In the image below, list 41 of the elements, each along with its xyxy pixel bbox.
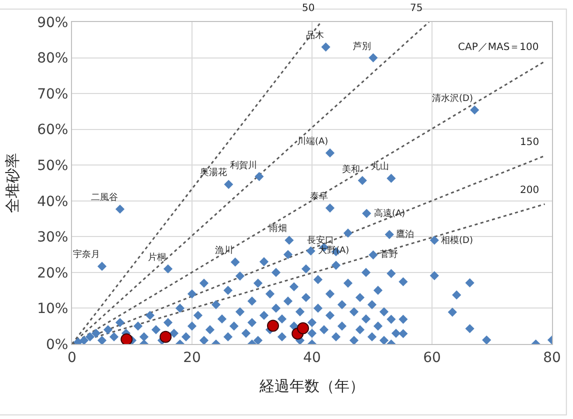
annotation: 丸山 xyxy=(371,161,389,172)
series-label: 200 xyxy=(520,185,540,196)
annotation: 高遠(A) xyxy=(374,208,406,219)
series-label: 150 xyxy=(520,137,540,148)
y-tick-label: 90% xyxy=(37,14,68,31)
annotation: 清水沢(D) xyxy=(432,93,473,104)
annotation: 宇奈月 xyxy=(73,249,100,260)
annotation: 二風谷 xyxy=(91,192,118,203)
y-tick-label: 80% xyxy=(37,50,68,67)
annotation: 相模(D) xyxy=(441,235,473,246)
series-label: 50 xyxy=(302,3,315,14)
y-tick-label: 60% xyxy=(37,122,68,138)
y-tick-label: 40% xyxy=(37,194,68,210)
x-axis-title: 経過年数（年） xyxy=(258,376,364,395)
y-tick-label: 20% xyxy=(37,265,68,282)
y-tick-label: 50% xyxy=(37,158,68,174)
y-axis-title: 全堆砂率 xyxy=(3,153,22,213)
annotation: 長安口 xyxy=(307,235,334,246)
annotation: 川端(A) xyxy=(297,136,328,147)
annotation: 菅野 xyxy=(380,249,398,260)
y-tick-label: 10% xyxy=(37,301,68,318)
annotation: 利賀川 xyxy=(230,160,257,171)
annotation: 品木 xyxy=(306,30,324,41)
x-tick-label: 40 xyxy=(303,350,321,366)
series-label: CAP／MAS＝100 xyxy=(458,42,539,53)
annotation: 片桐 xyxy=(148,252,166,263)
annotation: 美和 xyxy=(342,164,360,175)
x-tick-label: 20 xyxy=(183,350,201,366)
x-tick-label: 0 xyxy=(68,350,76,366)
y-tick-label: 0% xyxy=(46,336,68,353)
annotation: 泰阜 xyxy=(310,191,328,202)
x-tick-label: 80 xyxy=(543,350,561,366)
series-label: 75 xyxy=(410,3,423,14)
annotation: 雨畑 xyxy=(269,223,287,234)
y-tick-label: 70% xyxy=(37,86,68,102)
y-tick-label: 30% xyxy=(37,230,68,246)
annotation: 芦別 xyxy=(353,41,371,52)
x-tick-label: 60 xyxy=(423,350,441,366)
annotation: 漁川 xyxy=(215,245,233,256)
annotation: 奥湯花 xyxy=(200,167,227,178)
annotation: 鷹泊 xyxy=(396,229,414,240)
